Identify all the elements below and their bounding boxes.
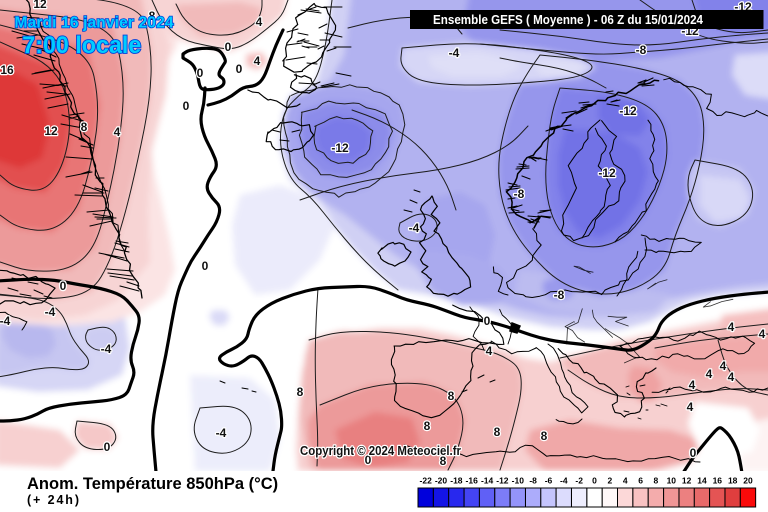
svg-text:0: 0	[690, 446, 697, 460]
svg-text:(+ 24h): (+ 24h)	[27, 493, 79, 507]
svg-text:8: 8	[448, 389, 455, 403]
svg-text:4: 4	[486, 344, 493, 358]
svg-text:-4: -4	[0, 314, 11, 328]
svg-text:4: 4	[256, 15, 263, 29]
svg-text:0: 0	[225, 40, 232, 54]
svg-text:18: 18	[728, 476, 738, 486]
svg-text:8: 8	[81, 120, 88, 134]
svg-text:8: 8	[541, 429, 548, 443]
svg-text:-4: -4	[409, 221, 420, 235]
svg-text:Ensemble GEFS ( Moyenne ) -: Ensemble GEFS ( Moyenne ) - 06 Z du 15/0…	[433, 12, 704, 27]
svg-text:8: 8	[149, 9, 156, 23]
svg-text:0: 0	[484, 314, 491, 328]
svg-text:0: 0	[365, 453, 372, 467]
svg-text:-14: -14	[481, 476, 494, 486]
svg-text:-18: -18	[450, 476, 463, 486]
svg-text:4: 4	[759, 327, 766, 341]
svg-text:0: 0	[104, 440, 111, 454]
svg-text:-8: -8	[636, 43, 647, 57]
svg-text:4: 4	[254, 54, 261, 68]
svg-text:4: 4	[728, 320, 735, 334]
svg-text:20: 20	[743, 476, 753, 486]
svg-text:8: 8	[654, 476, 659, 486]
svg-text:12: 12	[44, 124, 58, 138]
svg-text:-4: -4	[560, 476, 568, 486]
svg-text:-8: -8	[514, 187, 525, 201]
svg-text:0: 0	[202, 259, 209, 273]
svg-text:-10: -10	[512, 476, 525, 486]
svg-text:0: 0	[197, 66, 204, 80]
svg-text:10: 10	[667, 476, 677, 486]
svg-text:-12: -12	[496, 476, 509, 486]
svg-text:Copyright © 2024 Meteociel.fr: Copyright © 2024 Meteociel.fr	[300, 443, 461, 458]
svg-text:0: 0	[592, 476, 597, 486]
svg-text:-8: -8	[529, 476, 537, 486]
svg-text:-16: -16	[466, 476, 479, 486]
svg-text:0: 0	[236, 62, 243, 76]
svg-text:-2: -2	[575, 476, 583, 486]
svg-text:-4: -4	[216, 426, 227, 440]
svg-text:-12: -12	[331, 141, 349, 155]
svg-text:4: 4	[114, 125, 121, 139]
svg-text:Anom. Température 850hPa (°C): Anom. Température 850hPa (°C)	[27, 475, 278, 493]
svg-text:7:00 locale: 7:00 locale	[22, 32, 141, 59]
svg-text:8: 8	[297, 385, 304, 399]
svg-text:-4: -4	[449, 46, 460, 60]
svg-text:0: 0	[183, 99, 190, 113]
svg-text:12: 12	[682, 476, 692, 486]
svg-text:4: 4	[706, 367, 713, 381]
svg-text:4: 4	[728, 370, 735, 384]
svg-text:8: 8	[440, 454, 447, 468]
svg-text:-6: -6	[545, 476, 553, 486]
svg-text:-8: -8	[554, 288, 565, 302]
svg-text:6: 6	[638, 476, 643, 486]
svg-text:-4: -4	[45, 305, 56, 319]
svg-text:16: 16	[0, 63, 14, 77]
svg-text:-4: -4	[101, 342, 112, 356]
svg-text:16: 16	[713, 476, 723, 486]
svg-text:4: 4	[689, 378, 696, 392]
svg-text:-20: -20	[435, 476, 448, 486]
svg-text:-12: -12	[619, 104, 637, 118]
svg-text:Mardi 16 janvier 2024: Mardi 16 janvier 2024	[15, 15, 174, 32]
svg-text:14: 14	[697, 476, 707, 486]
svg-text:4: 4	[687, 400, 694, 414]
svg-text:8: 8	[494, 425, 501, 439]
svg-text:-12: -12	[598, 166, 616, 180]
svg-text:-22: -22	[420, 476, 433, 486]
svg-text:2: 2	[608, 476, 613, 486]
svg-text:12: 12	[33, 0, 47, 11]
svg-text:4: 4	[623, 476, 628, 486]
svg-text:0: 0	[60, 279, 67, 293]
svg-text:8: 8	[424, 419, 431, 433]
svg-text:4: 4	[720, 359, 727, 373]
